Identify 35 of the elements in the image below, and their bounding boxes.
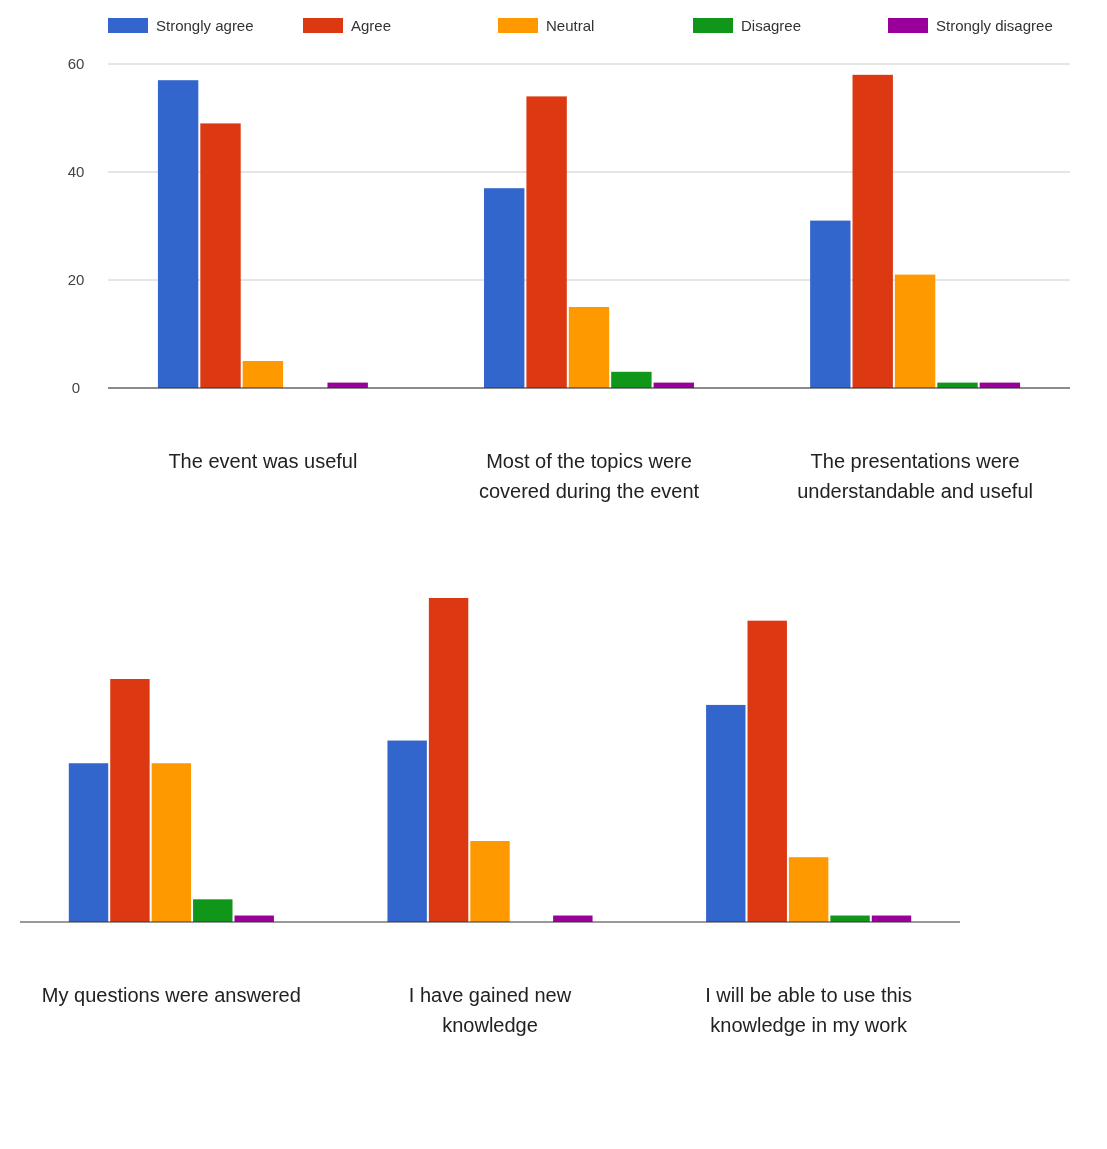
y-tick-label: 20 bbox=[67, 271, 85, 289]
y-tick-label: 60 bbox=[67, 55, 85, 73]
x-tick-label: The event was useful bbox=[168, 450, 358, 472]
bar bbox=[788, 857, 829, 922]
x-tick-label: I will be able to use this knowledge in my work bbox=[705, 984, 913, 1036]
bar bbox=[810, 220, 851, 388]
bar bbox=[894, 274, 936, 388]
legend-label: Strongly agree bbox=[156, 17, 254, 35]
y-tick-label: 0 bbox=[71, 379, 81, 397]
legend-label: Disagree bbox=[741, 17, 802, 35]
legend-label: Strongly disagree bbox=[936, 17, 1053, 35]
bar bbox=[470, 841, 510, 922]
bar bbox=[747, 620, 787, 922]
bar bbox=[151, 763, 192, 922]
bar bbox=[157, 80, 199, 388]
bar bbox=[428, 598, 469, 922]
y-tick-label: 40 bbox=[67, 163, 85, 181]
bar bbox=[706, 704, 746, 922]
x-tick-label: The presentations were understandable and useful bbox=[797, 450, 1033, 502]
x-tick-label: I have gained new knowledge bbox=[408, 984, 572, 1036]
x-tick-label: Most of the topics were covered during the event bbox=[478, 450, 700, 502]
bar bbox=[200, 123, 241, 388]
x-tick-label: My questions were answered bbox=[41, 984, 301, 1006]
bar bbox=[611, 371, 652, 388]
bar bbox=[387, 740, 427, 922]
bar bbox=[852, 74, 893, 388]
bar bbox=[68, 763, 109, 922]
legend-label: Neutral bbox=[546, 17, 595, 35]
bar bbox=[526, 96, 567, 388]
bar bbox=[484, 188, 525, 388]
bar bbox=[193, 899, 233, 922]
legend-label: Agree bbox=[351, 17, 392, 35]
bar bbox=[568, 307, 610, 388]
bar bbox=[242, 361, 284, 388]
bar bbox=[110, 679, 150, 922]
